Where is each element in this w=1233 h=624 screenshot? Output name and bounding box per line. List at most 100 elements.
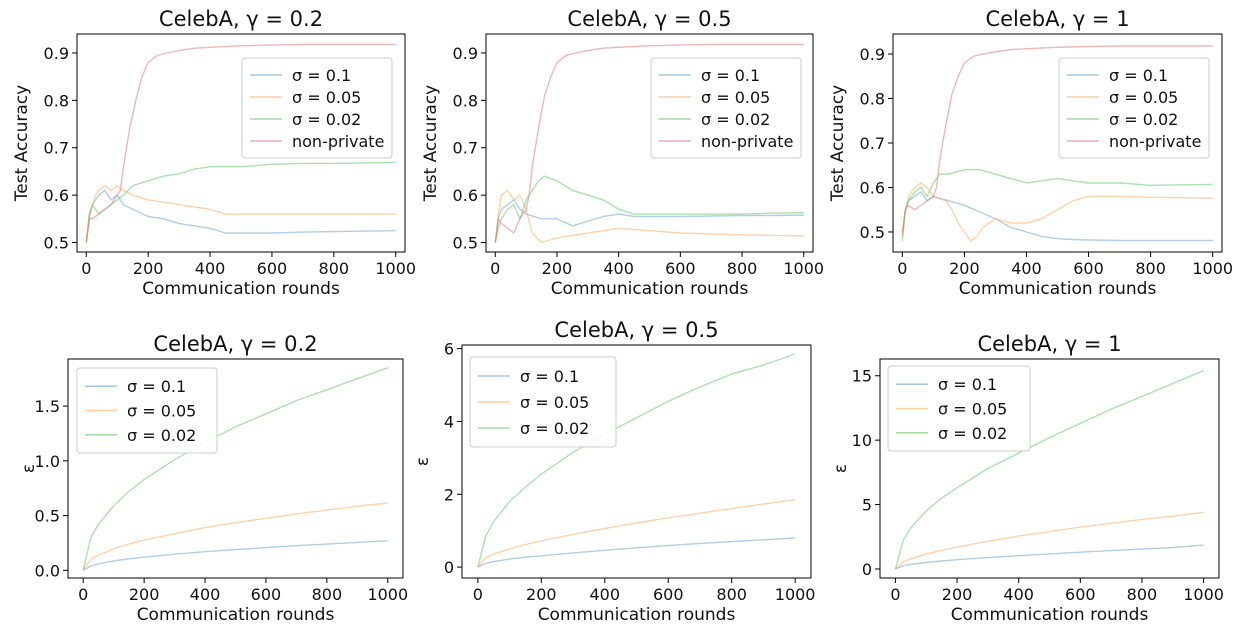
y-tick-label: 0.8 (860, 90, 885, 109)
chart-title: CelebA, γ = 1 (977, 332, 1121, 356)
legend-entry: non-private (1109, 132, 1201, 151)
y-axis-label: ε (831, 464, 851, 473)
x-tick-label: 0 (81, 259, 91, 278)
x-tick-label: 800 (716, 585, 747, 604)
legend-entry: σ = 0.1 (292, 66, 351, 85)
x-tick-label: 600 (665, 259, 696, 278)
y-tick-label: 15 (852, 367, 872, 386)
legend-entry: σ = 0.02 (520, 419, 589, 438)
x-tick-label: 1000 (1192, 259, 1233, 278)
x-tick-label: 200 (542, 259, 573, 278)
x-tick-label: 400 (1011, 259, 1042, 278)
y-tick-label: 0.5 (35, 507, 60, 526)
legend-entry: non-private (292, 132, 384, 151)
chart-title: CelebA, γ = 0.5 (567, 7, 731, 31)
legend-entry: σ = 0.05 (127, 402, 196, 421)
x-tick-label: 400 (589, 585, 620, 604)
series-line-1 (477, 537, 796, 568)
legend-box (650, 57, 802, 159)
x-tick-label: 600 (257, 259, 288, 278)
legend-box (887, 365, 1031, 452)
chart-title: CelebA, γ = 0.2 (153, 332, 317, 356)
chart-panel-5: CelebA, γ = 0.5 0 200 400 600 800 1000 0 2 4 6 Comm… (413, 318, 815, 624)
x-tick-label: 1000 (783, 259, 824, 278)
x-tick-label: 200 (949, 259, 980, 278)
legend-entry: σ = 0.05 (520, 393, 589, 412)
legend-entry: σ = 0.05 (1109, 88, 1178, 107)
chart-panel-1: CelebA, γ = 0.2 0 200 400 600 800 1000 0.5 0.6 0.… (12, 7, 416, 299)
legend: σ = 0.1 σ = 0.05 σ = 0.02 non-private (650, 57, 802, 159)
series-line-1 (85, 189, 396, 243)
x-tick-label: 0 (490, 259, 500, 278)
chart-panel-3: CelebA, γ = 1 0 200 400 600 800 1000 0.5 0.6 0.7 0… (828, 7, 1233, 299)
y-tick-label: 0.9 (44, 44, 69, 63)
series-line-4 (494, 43, 804, 243)
x-tick-label: 600 (1073, 259, 1104, 278)
series-line-3 (894, 369, 1204, 570)
legend-entry: σ = 0.02 (292, 110, 361, 129)
x-tick-label: 400 (190, 585, 221, 604)
x-tick-label: 800 (1135, 259, 1166, 278)
series-line-1 (895, 544, 1204, 570)
legend-entry: σ = 0.1 (520, 367, 579, 386)
x-axis-label: Communication rounds (142, 279, 340, 299)
plot-frame (485, 33, 814, 253)
x-tick-label: 1000 (775, 585, 816, 604)
x-axis-label: Communication rounds (959, 279, 1157, 299)
x-axis-label: Communication rounds (538, 605, 736, 624)
x-tick-label: 600 (1065, 585, 1096, 604)
y-tick-label: 0.8 (453, 91, 478, 110)
x-tick-label: 200 (133, 259, 164, 278)
y-axis-label: Test Accuracy (828, 85, 848, 203)
x-tick-label: 800 (1127, 585, 1158, 604)
series-line-2 (494, 189, 804, 244)
x-tick-label: 200 (942, 585, 973, 604)
chart-panel-2: CelebA, γ = 0.5 0 200 400 600 800 1000 0.5 0.6 0.… (421, 7, 824, 299)
legend-box (241, 57, 393, 159)
y-tick-label: 5 (862, 496, 872, 515)
series-line-4 (901, 45, 1213, 233)
y-tick-label: 2 (444, 485, 454, 504)
series-line-3 (901, 168, 1213, 241)
series-line-1 (494, 199, 804, 243)
x-tick-label: 600 (653, 585, 684, 604)
legend-entry: σ = 0.05 (938, 400, 1007, 419)
x-tick-label: 1000 (1183, 585, 1224, 604)
legend-entry: σ = 0.02 (127, 426, 196, 445)
x-tick-label: 400 (603, 259, 634, 278)
chart-title: CelebA, γ = 1 (985, 7, 1129, 31)
y-tick-label: 0.7 (453, 139, 478, 158)
legend-entry: σ = 0.1 (1109, 66, 1168, 85)
series-line-2 (82, 502, 388, 571)
legend-entry: σ = 0.1 (127, 377, 186, 396)
x-tick-label: 800 (727, 259, 758, 278)
y-tick-label: 0.9 (453, 44, 478, 63)
y-tick-label: 0.6 (453, 186, 478, 205)
x-tick-label: 800 (312, 585, 343, 604)
legend-box (469, 356, 617, 448)
y-axis-label: ε (413, 457, 433, 466)
y-tick-label: 0.5 (44, 234, 69, 253)
y-tick-label: 0.6 (860, 178, 885, 197)
x-axis-label: Communication rounds (951, 605, 1149, 624)
y-tick-label: 1.5 (35, 397, 60, 416)
series-line-3 (85, 161, 396, 243)
legend: σ = 0.1 σ = 0.05 σ = 0.02 (76, 367, 218, 454)
series-line-4 (85, 43, 396, 243)
legend-entry: σ = 0.02 (701, 110, 770, 129)
y-tick-label: 0.6 (44, 186, 69, 205)
y-tick-label: 6 (444, 340, 454, 359)
series-line-1 (901, 191, 1213, 242)
chart-title: CelebA, γ = 0.2 (159, 7, 323, 31)
series-line-2 (85, 184, 396, 243)
x-axis-label: Communication rounds (137, 605, 335, 624)
legend: σ = 0.1 σ = 0.05 σ = 0.02 (469, 356, 617, 448)
x-tick-label: 0 (78, 585, 88, 604)
y-tick-label: 10 (852, 431, 872, 450)
y-tick-label: 0.0 (35, 561, 60, 580)
series-line-2 (894, 511, 1204, 570)
y-axis-label: Test Accuracy (12, 85, 32, 203)
legend: σ = 0.1 σ = 0.05 σ = 0.02 (887, 365, 1031, 452)
series-line-2 (901, 182, 1213, 242)
x-tick-label: 400 (195, 259, 226, 278)
